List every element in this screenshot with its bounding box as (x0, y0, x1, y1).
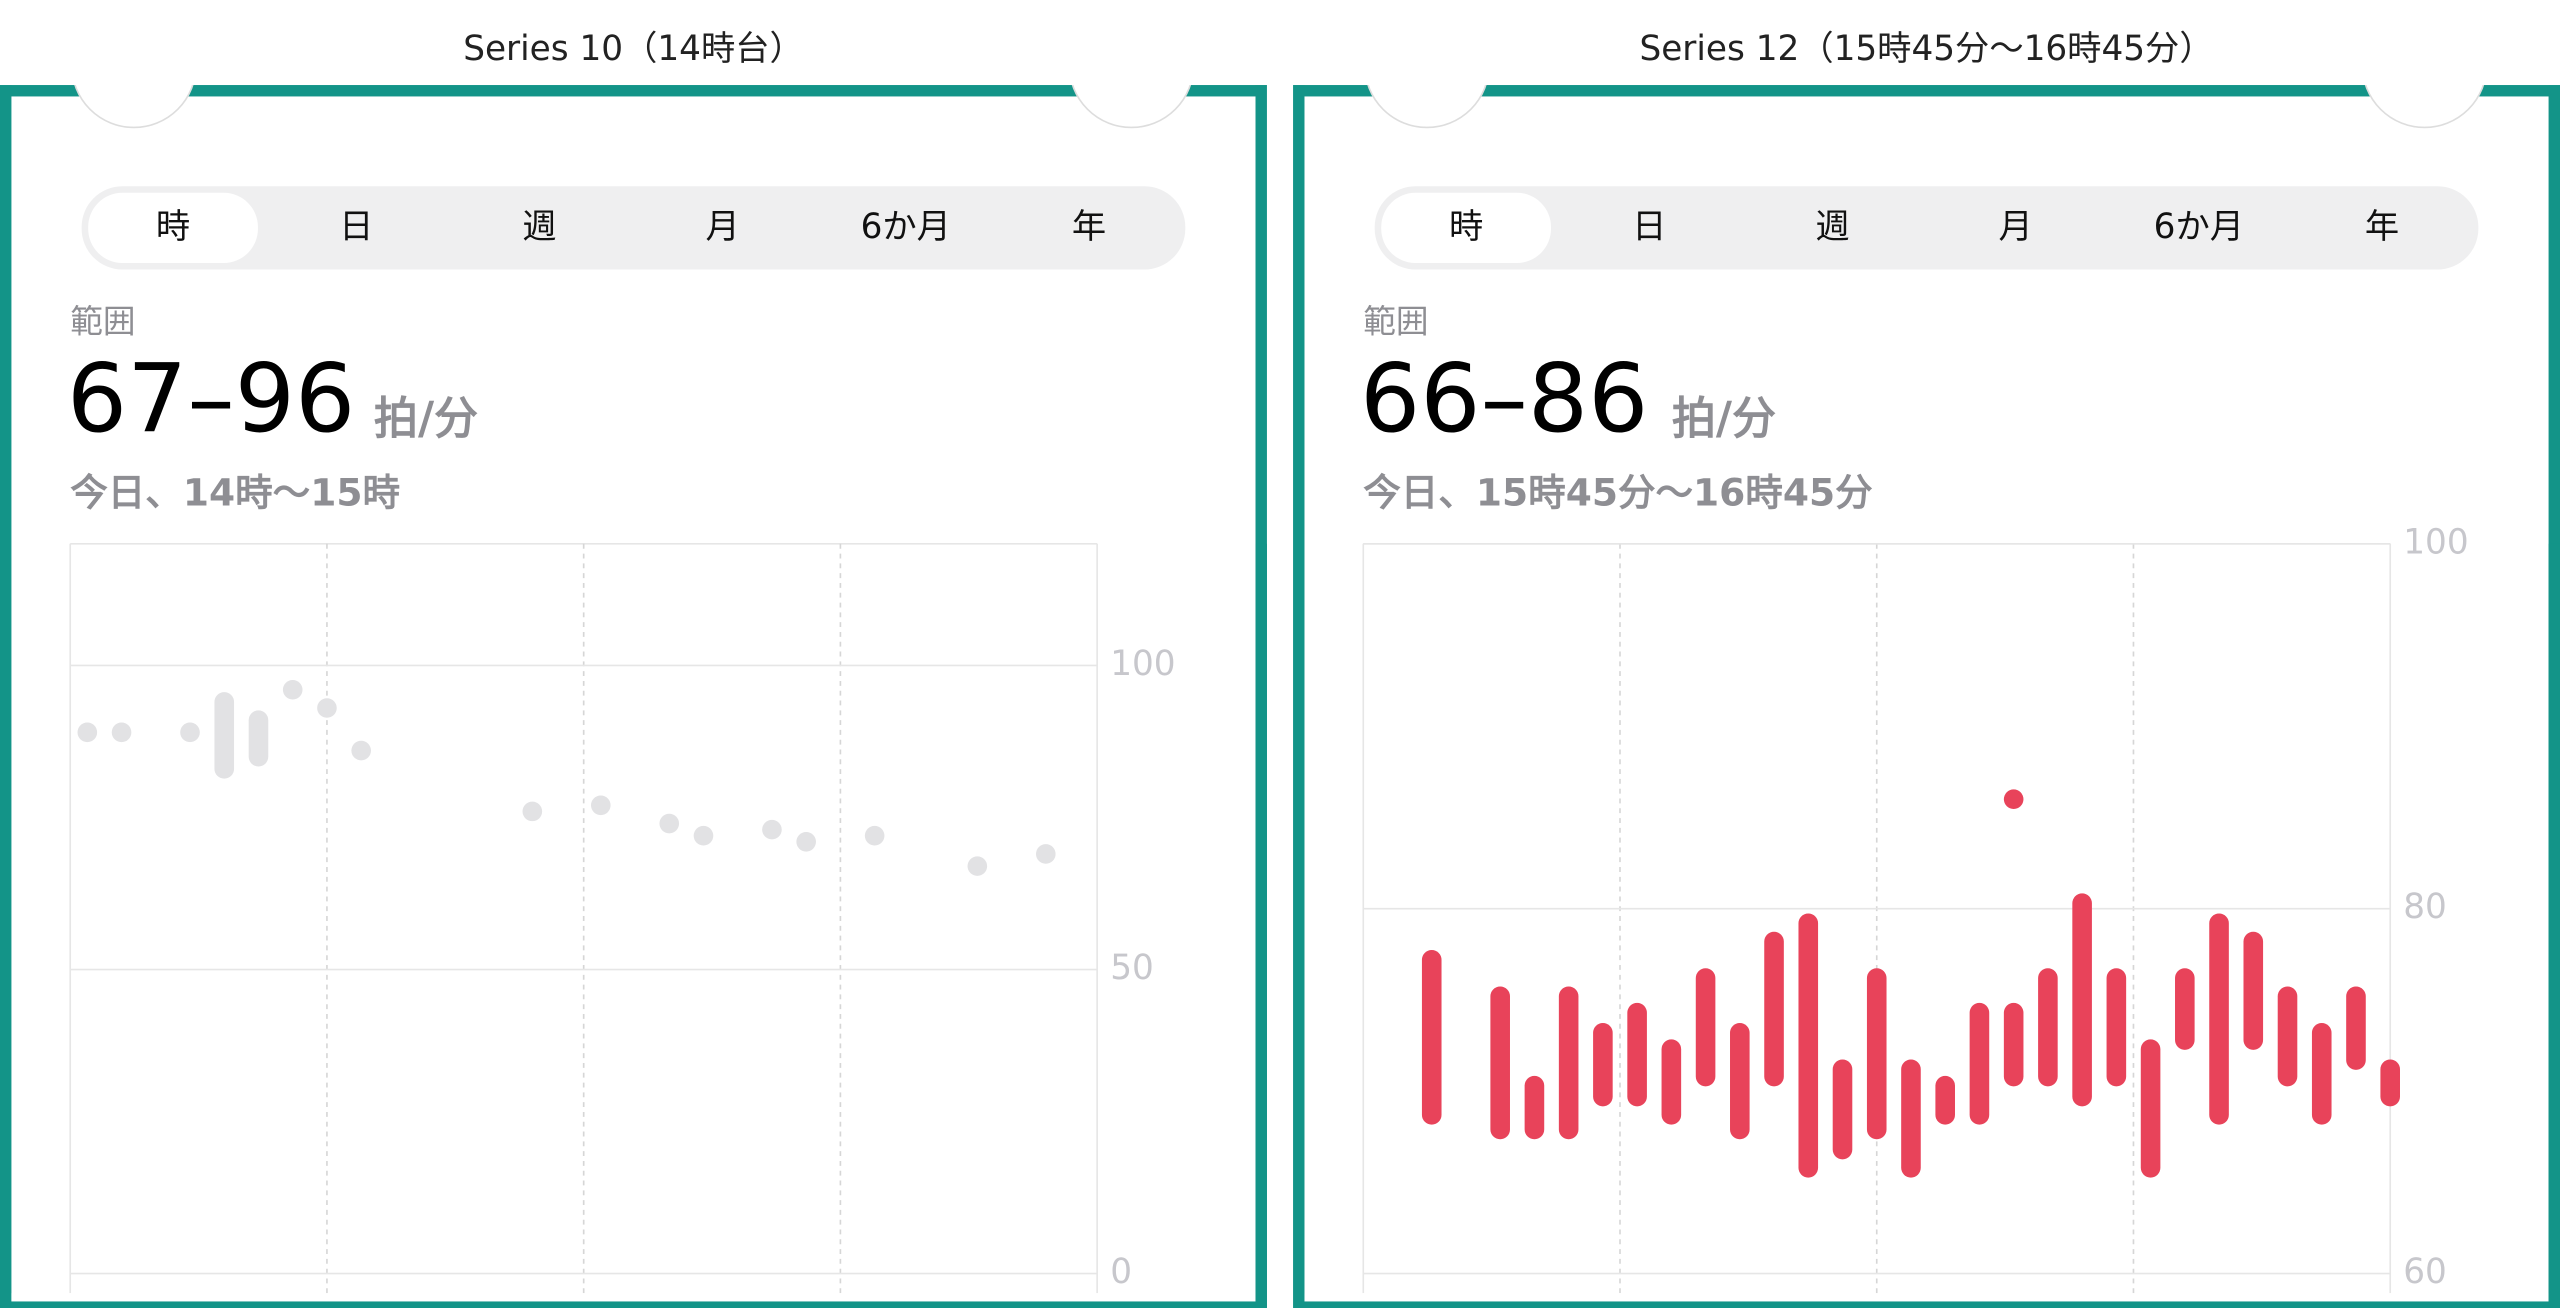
range-dot (111, 722, 132, 743)
range-dot (762, 819, 782, 840)
range-dot (282, 679, 303, 700)
period-label: 今日、15時45分〜16時45分 (1363, 470, 1873, 514)
range-bar (1490, 986, 1510, 1140)
y-tick-label: 80 (2403, 887, 2447, 927)
range-dot (659, 813, 680, 834)
segment-tab[interactable]: 日 (1632, 207, 1666, 247)
segment-tab[interactable]: 週 (1815, 207, 1849, 247)
range-dot (693, 825, 714, 846)
range-bar (2003, 1002, 2024, 1087)
range-bar (1421, 949, 1442, 1125)
range-bar (1798, 913, 1819, 1178)
range-bar (1661, 1039, 1682, 1125)
range-bar (2209, 913, 2229, 1125)
segment-tab[interactable]: 月 (1999, 207, 2033, 247)
range-bar (1524, 1075, 1545, 1140)
panel-bottom-edge (1304, 1293, 2549, 1302)
range-bar (1627, 1002, 1647, 1107)
y-tick-label: 100 (1110, 644, 1175, 684)
range-bar (2346, 986, 2366, 1070)
range-bar (2311, 1022, 2332, 1125)
range-bar (1764, 931, 1784, 1087)
range-value: 67–96 (67, 344, 355, 454)
panel-right-edge (1255, 543, 1267, 1308)
segment-selected (88, 192, 258, 263)
range-bar (1695, 968, 1716, 1087)
panel-mask (11, 0, 1256, 86)
panel-frame (0, 85, 1267, 1308)
panel-mask (1304, 0, 2549, 86)
segment-tab[interactable]: 日 (339, 207, 373, 247)
range-value: 66–86 (1360, 344, 1648, 454)
range-bar (1730, 1022, 1750, 1140)
range-label: 範囲 (70, 302, 135, 340)
range-bar (2243, 931, 2264, 1050)
panel-bottom-edge (11, 1293, 1256, 1302)
segment-tab[interactable]: 時 (1449, 207, 1483, 247)
range-bar (2106, 968, 2127, 1087)
segment-control (81, 186, 1186, 270)
range-dot (77, 722, 98, 743)
range-dot (317, 698, 337, 718)
segment-tab[interactable]: 月 (705, 207, 739, 247)
panel-caption: Series 12（15時45分〜16時45分） (1639, 29, 2213, 69)
range-bar (2072, 893, 2092, 1107)
segment-tab[interactable]: 時 (156, 207, 190, 247)
range-dot (796, 832, 816, 852)
range-unit: 拍/分 (374, 393, 478, 444)
segment-control (1374, 186, 2479, 270)
range-dot (351, 740, 371, 761)
panel-right-edge (2548, 543, 2560, 1308)
range-bar (1558, 986, 1579, 1140)
range-bar (1832, 1059, 1853, 1160)
period-label: 今日、14時〜15時 (70, 470, 400, 514)
range-bar (248, 710, 269, 767)
range-bar (2277, 986, 2298, 1087)
range-dot (2003, 789, 2024, 810)
range-dot (864, 825, 885, 846)
range-bar (1901, 1059, 1921, 1178)
range-bar (2038, 968, 2058, 1087)
range-dot (522, 801, 543, 822)
segment-tab[interactable]: 年 (2365, 207, 2399, 247)
range-bar (1969, 1002, 1990, 1125)
panel-frame (1293, 85, 2560, 1308)
range-bar (214, 692, 235, 779)
range-bar (2140, 1039, 2161, 1178)
segment-tab[interactable]: 6か月 (2154, 207, 2244, 247)
y-tick-label: 100 (2403, 522, 2468, 562)
segment-selected (1381, 192, 1552, 263)
segment-tab[interactable]: 週 (522, 207, 556, 247)
range-label: 範囲 (1363, 302, 1428, 340)
range-dot (967, 856, 988, 876)
range-dot (180, 722, 200, 743)
range-dot (1036, 844, 1056, 864)
y-tick-label: 60 (2403, 1252, 2447, 1292)
range-unit: 拍/分 (1672, 393, 1776, 444)
panel-caption: Series 10（14時台） (463, 29, 804, 69)
range-bar (2380, 1059, 2400, 1107)
range-bar (1866, 968, 1887, 1140)
y-tick-label: 0 (1110, 1252, 1132, 1292)
segment-tab[interactable]: 年 (1072, 207, 1106, 247)
range-bar (1593, 1022, 1613, 1107)
range-bar (2175, 968, 2195, 1050)
y-tick-label: 50 (1110, 948, 1154, 988)
segment-tab[interactable]: 6か月 (861, 207, 951, 247)
range-dot (590, 795, 611, 816)
range-bar (1935, 1075, 1955, 1125)
